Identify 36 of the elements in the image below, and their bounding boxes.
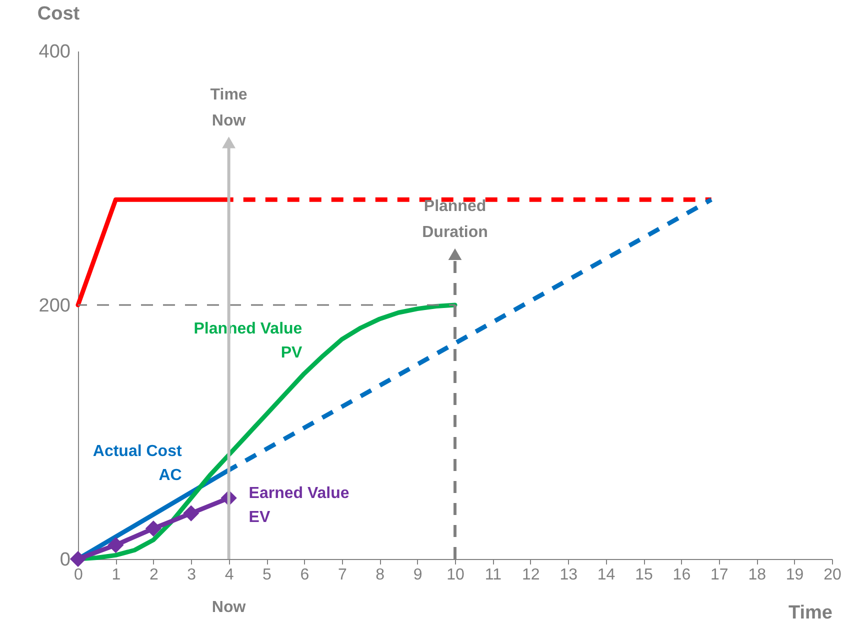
series-label: Planned Value PV [194, 320, 303, 362]
annotation: Now [212, 599, 246, 616]
x-tick-label: 17 [710, 566, 728, 584]
y-tick-label: 400 [38, 42, 70, 62]
x-tick-label: 12 [522, 566, 540, 584]
x-tick-label: 6 [300, 566, 310, 584]
x-tick-label: 20 [824, 566, 842, 584]
point [70, 550, 86, 568]
x-tick-label: 13 [560, 566, 578, 584]
x-tick-label: 7 [338, 566, 347, 584]
point [108, 536, 124, 554]
x-axis-title: Time [788, 602, 832, 624]
series-label: Actual Cost AC [92, 443, 182, 484]
x-tick-label: 14 [597, 566, 616, 584]
y-tick-label: 200 [38, 296, 70, 316]
ref-line-label: Planned Duration [422, 198, 488, 242]
x-tick-label: 5 [262, 566, 272, 584]
x-tick-label: 10 [446, 566, 464, 584]
x-tick-label: 15 [635, 566, 653, 584]
x-tick-label: 1 [112, 566, 121, 584]
y-axis-title: Cost [37, 4, 80, 24]
x-tick-label: 19 [786, 566, 804, 584]
x-tick-label: 18 [748, 566, 766, 584]
series-label: Earned Value EV [248, 485, 350, 526]
x-tick-label: 3 [187, 566, 196, 584]
x-tick-label: 2 [149, 566, 158, 584]
point [183, 505, 200, 522]
y-tick-label: 0 [60, 550, 70, 570]
point [145, 520, 162, 537]
x-tick-label: 9 [413, 566, 422, 584]
x-tick-label: 0 [74, 566, 84, 584]
x-tick-label: 11 [484, 566, 502, 584]
ref-line-label: Time Now [210, 86, 248, 130]
x-tick-label: 16 [672, 566, 691, 584]
x-tick-label: 8 [376, 566, 385, 584]
x-tick-label: 4 [224, 566, 234, 584]
